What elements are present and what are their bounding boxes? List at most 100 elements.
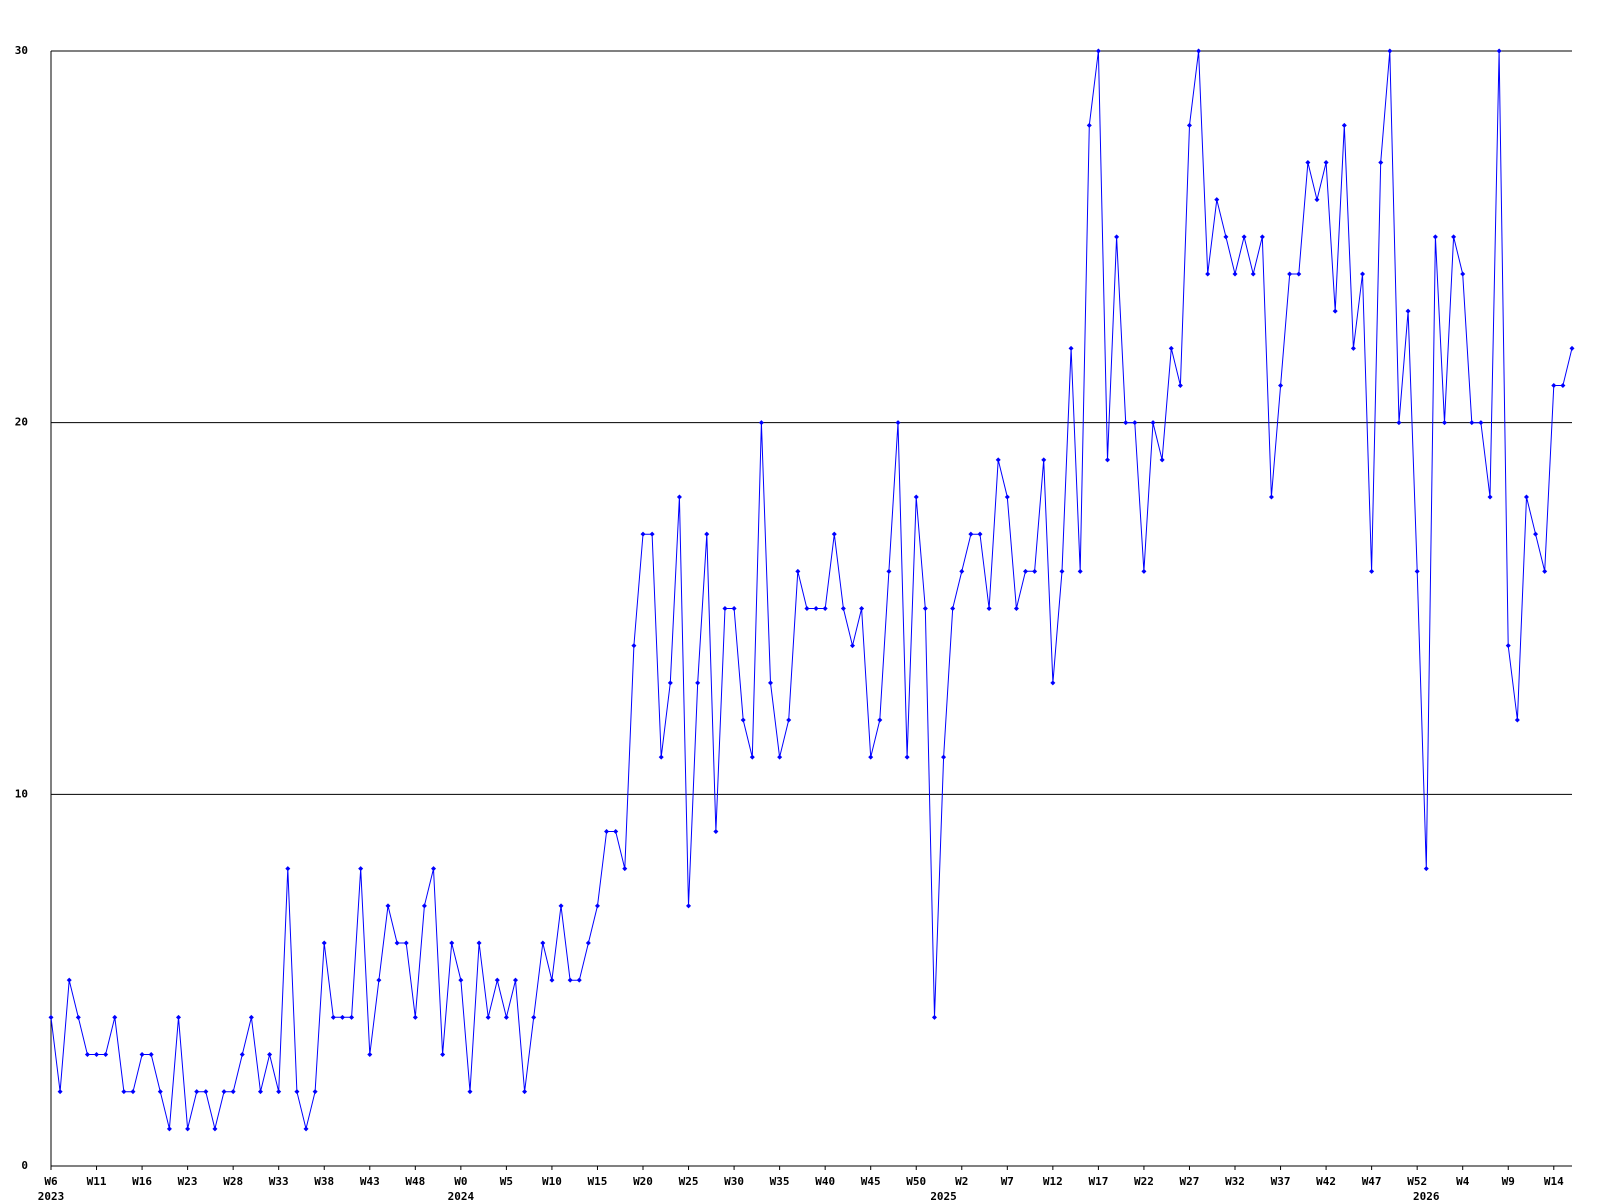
data-point — [112, 1014, 118, 1020]
data-point — [94, 1052, 100, 1057]
data-point — [1469, 420, 1475, 426]
data-point — [558, 903, 564, 909]
data-point — [576, 977, 582, 983]
data-point — [695, 680, 701, 686]
x-tick-label: W17 — [1088, 1175, 1108, 1188]
data-point — [904, 754, 910, 760]
data-point — [1205, 271, 1211, 277]
data-point — [294, 1089, 300, 1095]
data-point — [1369, 568, 1375, 574]
data-point — [248, 1014, 254, 1020]
data-point — [1004, 494, 1010, 500]
data-point — [66, 977, 72, 983]
data-point — [1460, 271, 1466, 277]
data-point — [1259, 234, 1265, 240]
data-point — [257, 1089, 263, 1095]
data-point — [312, 1089, 318, 1095]
data-point — [531, 1014, 537, 1020]
data-point — [303, 1126, 309, 1132]
data-point — [631, 643, 637, 649]
x-tick-label: W20 — [633, 1175, 653, 1188]
y-tick-label: 0 — [21, 1159, 28, 1172]
data-point — [1278, 383, 1284, 388]
data-point — [722, 606, 728, 611]
data-point — [1387, 48, 1393, 54]
data-point — [1186, 122, 1192, 128]
data-point — [1050, 680, 1056, 686]
data-point — [1095, 48, 1101, 54]
data-point — [1360, 271, 1366, 277]
data-point — [1214, 197, 1220, 203]
data-point — [194, 1089, 200, 1095]
data-point — [358, 866, 364, 872]
data-point — [840, 606, 846, 611]
data-point — [494, 977, 500, 983]
data-point — [640, 531, 646, 537]
data-point — [1077, 568, 1083, 574]
y-tick-label: 20 — [15, 416, 28, 429]
data-point — [503, 1014, 509, 1020]
data-point — [1013, 606, 1019, 611]
data-point — [1505, 643, 1511, 649]
data-point — [1123, 420, 1129, 426]
data-point — [1159, 457, 1165, 463]
data-point — [349, 1014, 355, 1020]
data-point — [950, 606, 956, 611]
data-point — [604, 829, 610, 834]
data-point — [1396, 420, 1402, 426]
x-tick-label: W35 — [770, 1175, 790, 1188]
data-point — [1132, 420, 1138, 426]
data-point — [959, 568, 965, 574]
data-point — [749, 754, 755, 760]
data-point — [339, 1014, 345, 1020]
data-point — [686, 903, 692, 909]
data-point — [1314, 197, 1320, 203]
data-point — [1086, 122, 1092, 128]
data-point — [394, 940, 400, 946]
data-point — [512, 977, 518, 983]
data-point — [1560, 383, 1566, 388]
data-point — [995, 457, 1001, 463]
x-tick-label: W27 — [1180, 1175, 1200, 1188]
data-point — [1414, 568, 1420, 574]
data-point — [713, 829, 719, 834]
data-point — [1068, 345, 1074, 351]
data-point — [267, 1052, 273, 1057]
data-point — [440, 1052, 446, 1057]
data-point — [1350, 345, 1356, 351]
data-point — [667, 680, 673, 686]
data-point — [813, 606, 819, 611]
data-point — [1332, 308, 1338, 314]
data-point — [239, 1052, 245, 1057]
data-point — [1478, 420, 1484, 426]
x-tick-label: W52 — [1407, 1175, 1427, 1188]
data-point — [1405, 308, 1411, 314]
data-point — [968, 531, 974, 537]
data-point — [1223, 234, 1229, 240]
data-point — [1032, 568, 1038, 574]
x-tick-label: W7 — [1001, 1175, 1014, 1188]
data-point — [1105, 457, 1111, 463]
data-point — [895, 420, 901, 426]
x-tick-label: W37 — [1271, 1175, 1291, 1188]
data-point — [376, 977, 382, 983]
x-tick-label: W9 — [1502, 1175, 1515, 1188]
year-label: 2023 — [38, 1190, 65, 1200]
data-point — [103, 1052, 109, 1057]
data-point — [230, 1089, 236, 1095]
x-tick-label: W32 — [1225, 1175, 1245, 1188]
data-point — [403, 940, 409, 946]
data-point — [1341, 122, 1347, 128]
data-point — [157, 1089, 163, 1095]
data-point — [1305, 160, 1311, 165]
data-point — [1523, 494, 1529, 500]
x-tick-label: W45 — [861, 1175, 881, 1188]
data-point — [1533, 531, 1539, 537]
data-point — [786, 717, 792, 723]
data-point — [731, 606, 737, 611]
data-point — [1177, 383, 1183, 388]
data-point — [1196, 48, 1202, 54]
x-tick-label: W12 — [1043, 1175, 1063, 1188]
data-point — [768, 680, 774, 686]
